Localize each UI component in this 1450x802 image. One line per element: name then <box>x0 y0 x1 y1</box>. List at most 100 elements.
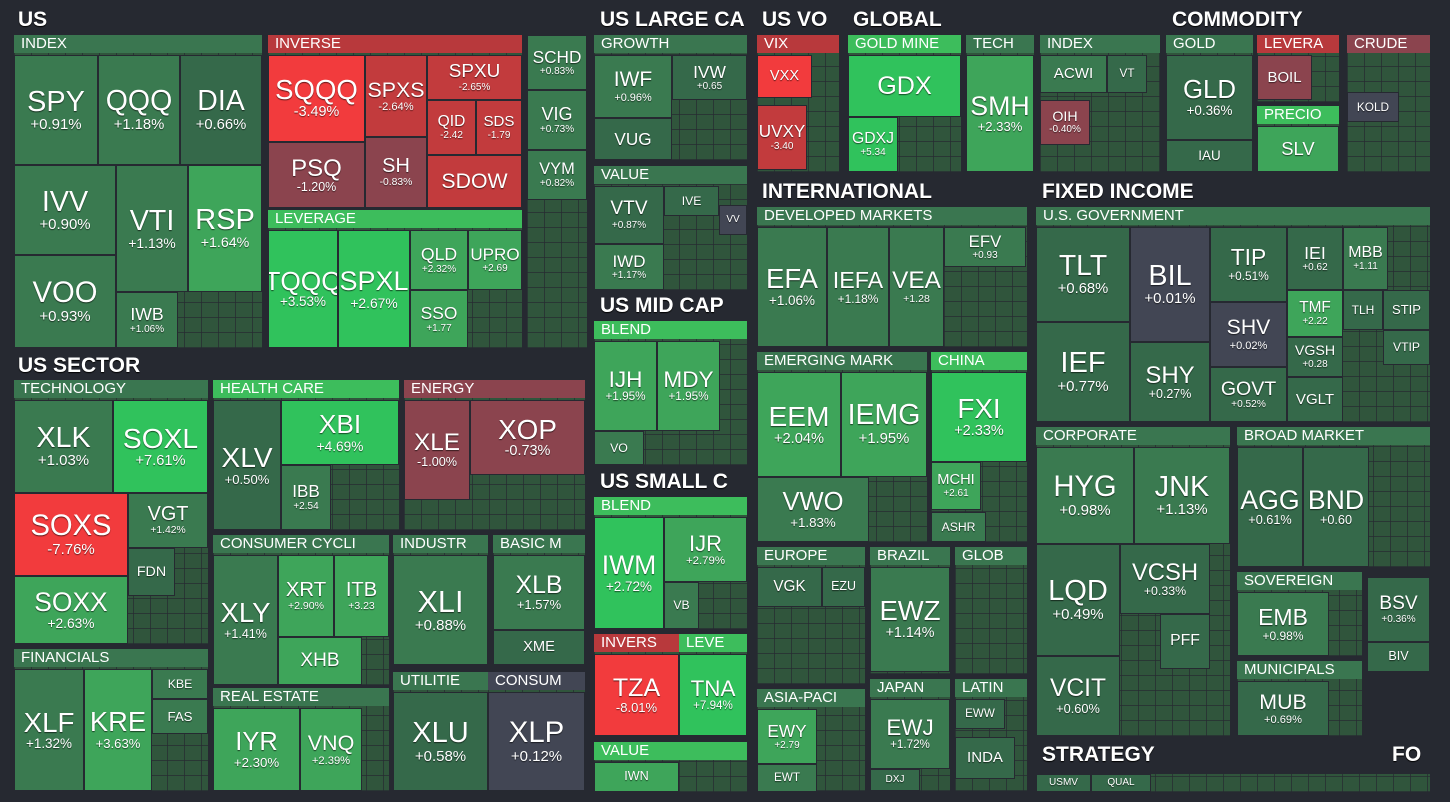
ticker-tile: SPXL +2.67% <box>338 230 410 348</box>
ticker-tile: IJH +1.95% <box>594 341 657 431</box>
ticker: IYR <box>235 727 278 756</box>
ticker: FDN <box>136 563 167 580</box>
ticker: FAS <box>167 708 193 724</box>
change: +0.36% <box>1186 102 1233 118</box>
ticker-tile: MBB +1.11 <box>1343 227 1388 290</box>
ticker-tile: VXX <box>757 55 812 98</box>
group-header: CHINA <box>931 352 1027 370</box>
ticker: SOXX <box>34 586 108 617</box>
ticker-tile: KRE +3.63% <box>84 669 152 791</box>
ticker: VCSH <box>1131 558 1199 586</box>
ticker-tile: IVW +0.65 <box>672 55 747 100</box>
ticker-tile: INDA <box>955 737 1015 779</box>
section-title: US <box>18 8 48 31</box>
ticker: VV <box>726 213 740 225</box>
ticker-tile: XME <box>493 630 585 665</box>
ticker: SSO <box>420 303 458 324</box>
ticker-tile: ITB +3.23 <box>334 555 389 637</box>
ticker-tile: TMF +2.22 <box>1287 290 1343 337</box>
change: +1.11 <box>1353 261 1378 273</box>
ticker: OIH <box>1052 108 1078 125</box>
ticker: IEI <box>1304 242 1326 263</box>
group-header: EMERGING MARK <box>757 352 927 370</box>
section-title: US SMALL C <box>600 470 728 493</box>
ticker-tile: SOXS -7.76% <box>14 493 128 576</box>
ticker: VCIT <box>1050 675 1106 703</box>
section-title: GLOBAL <box>853 8 942 31</box>
change: +0.33% <box>1143 583 1187 598</box>
ticker-tile: IBB +2.54 <box>281 465 331 530</box>
change: +1.57% <box>516 597 562 613</box>
ticker-tile: EWZ +1.14% <box>870 567 950 672</box>
ticker-tile: XLV +0.50% <box>213 400 281 530</box>
change: +2.72% <box>605 578 652 594</box>
ticker-tile: STIP <box>1383 290 1430 330</box>
change: +0.88% <box>414 616 467 634</box>
ticker: VXX <box>769 67 800 84</box>
change: +2.79% <box>685 554 726 567</box>
ticker-tile: IEI +0.62 <box>1287 227 1343 290</box>
ticker-tile: GDXJ +5.34 <box>848 117 898 172</box>
change: +2.39% <box>311 754 351 767</box>
ticker-tile: EMB +0.98% <box>1237 592 1329 656</box>
group-header: UTILITIE <box>393 672 488 690</box>
ticker: IJR <box>688 530 723 556</box>
change: +0.50% <box>224 471 270 487</box>
ticker: IEFA <box>832 267 884 294</box>
ticker-tile: SCHD +0.83% <box>527 35 587 90</box>
change: +1.72% <box>890 738 930 752</box>
ticker-tile: EFV +0.93 <box>944 227 1026 267</box>
group-header: MUNICIPALS <box>1237 661 1362 679</box>
group-header: INVERS <box>594 634 679 652</box>
ticker: SCHD <box>532 46 582 67</box>
ticker: BOIL <box>1267 68 1302 86</box>
ticker-tile: DXJ <box>870 769 920 791</box>
ticker: BSV <box>1379 592 1418 614</box>
group-header: GOLD MINE <box>848 35 961 53</box>
change: +7.61% <box>135 453 186 470</box>
change: +1.13% <box>128 234 176 251</box>
change: +0.12% <box>510 747 563 765</box>
change: -0.83% <box>379 177 413 189</box>
ticker: TZA <box>612 673 661 702</box>
ticker: EWW <box>965 706 995 720</box>
change: +0.49% <box>1052 606 1104 624</box>
ticker-tile: IWF +0.96% <box>594 55 672 118</box>
ticker: QQQ <box>105 84 173 117</box>
ticker-tile: XLE -1.00% <box>404 400 470 500</box>
change: +3.23 <box>348 600 375 612</box>
change: +0.90% <box>39 215 91 233</box>
ticker: KOLD <box>1356 99 1390 114</box>
change: +2.33% <box>977 119 1023 135</box>
change: +0.28 <box>1302 358 1328 370</box>
ticker-tile: OIH -0.40% <box>1040 100 1090 145</box>
ticker: EWY <box>767 720 807 741</box>
ticker: STIP <box>1392 302 1421 318</box>
ticker-tile: SDOW <box>427 155 522 208</box>
ticker: UVXY <box>758 122 806 142</box>
ticker-tile: VGSH +0.28 <box>1287 337 1343 377</box>
ticker-tile: GDX <box>848 55 961 117</box>
ticker-tile: GOVT +0.52% <box>1210 367 1287 422</box>
ticker-tile: GLD +0.36% <box>1166 55 1253 140</box>
ticker-tile: BSV +0.36% <box>1367 577 1430 642</box>
group-header: BROAD MARKET <box>1237 427 1430 445</box>
ticker: IEF <box>1060 347 1106 380</box>
ticker: SDS <box>483 113 515 131</box>
ticker-tile: KBE <box>152 669 208 699</box>
change: -1.00% <box>416 454 458 469</box>
ticker: VO <box>610 440 628 455</box>
ticker: PSQ <box>291 154 342 182</box>
ticker: EZU <box>831 579 856 594</box>
ticker-tile: EWW <box>955 699 1005 729</box>
change: +0.27% <box>1148 386 1192 401</box>
change: +5.34 <box>860 147 886 159</box>
ticker: USMV <box>1049 776 1078 788</box>
section-title: US VO <box>762 8 828 31</box>
change: +1.32% <box>25 736 72 752</box>
ticker-tile: VTIP <box>1383 330 1430 365</box>
group-header: LEVE <box>679 634 747 652</box>
change: +0.68% <box>1057 281 1109 298</box>
change: -8.01% <box>615 699 658 715</box>
ticker: EFV <box>968 231 1002 251</box>
